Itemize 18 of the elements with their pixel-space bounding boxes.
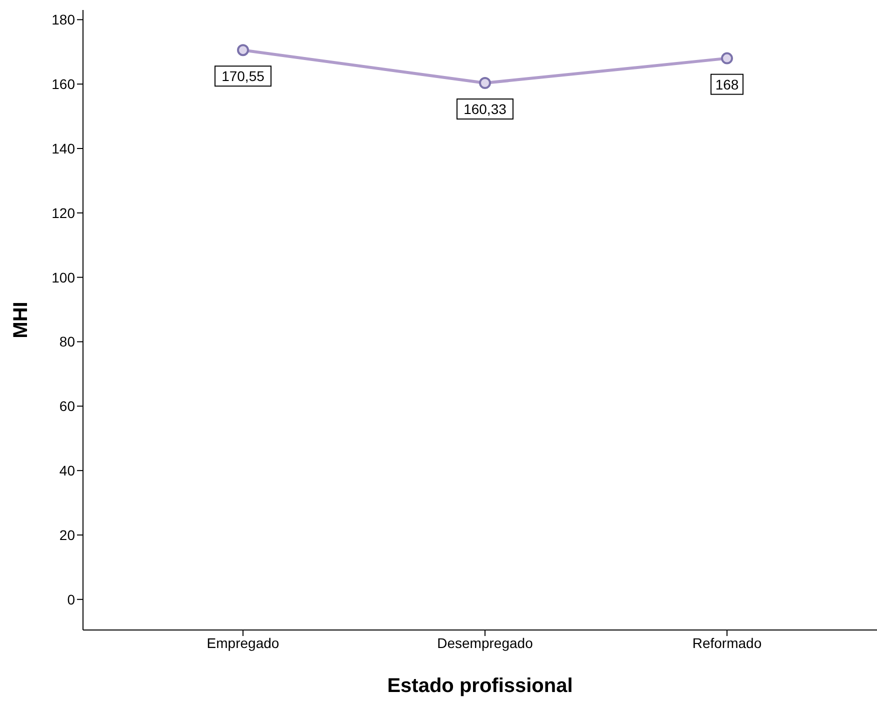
data-label: 168 — [715, 76, 739, 92]
y-tick-label: 100 — [52, 269, 76, 286]
x-tick-label: Empregado — [206, 634, 280, 651]
y-tick-label: 20 — [59, 526, 76, 543]
y-tick-label: 0 — [67, 591, 76, 608]
y-tick-label: 40 — [59, 462, 76, 479]
x-axis-title: Estado profissional — [387, 675, 573, 697]
x-tick-label: Reformado — [692, 634, 762, 651]
y-tick-label: 140 — [52, 140, 76, 156]
y-axis-title: MHI — [10, 302, 32, 338]
data-label: 170,55 — [222, 68, 265, 84]
y-tick-label: 80 — [59, 334, 76, 350]
y-tick-label: 160 — [52, 76, 76, 92]
y-tick-label: 180 — [52, 12, 76, 28]
x-tick-label: Desempregado — [437, 634, 534, 651]
y-tick-label: 60 — [59, 398, 76, 414]
data-label: 160,33 — [464, 101, 507, 118]
y-tick-label: 120 — [52, 204, 76, 221]
